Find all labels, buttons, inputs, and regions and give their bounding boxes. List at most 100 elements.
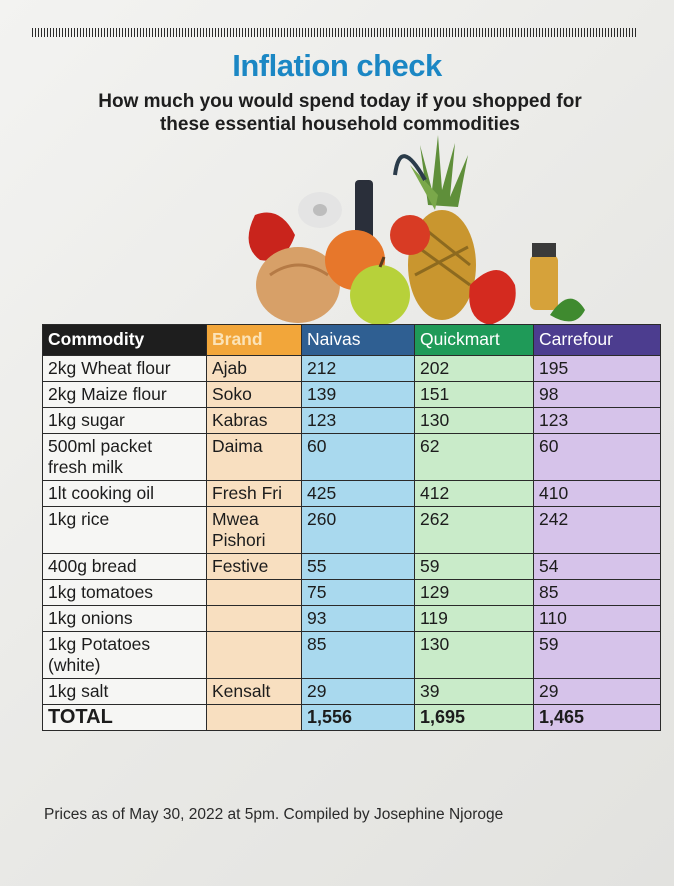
table-row: 2kg Wheat flour Ajab 212 202 195 <box>42 355 661 382</box>
commodity-name: 2kg Wheat flour <box>48 358 171 378</box>
carrefour-price: 29 <box>533 678 661 705</box>
table-row: 400g bread Festive 55 59 54 <box>42 553 661 580</box>
commodity-cell: 400g bread <box>42 553 207 580</box>
total-quickmart: 1,695 <box>414 704 534 731</box>
quickmart-price: 262 <box>414 506 534 554</box>
quickmart-price: 129 <box>414 579 534 606</box>
table-row: 1kg tomatoes 75 129 85 <box>42 579 661 606</box>
brand-name: Ajab <box>212 358 248 378</box>
commodity-cell: 2kg Wheat flour <box>42 355 207 382</box>
quickmart-price: 412 <box>414 480 534 507</box>
carrefour-price: 195 <box>533 355 661 382</box>
top-divider <box>32 28 636 37</box>
brand-cell: Kensalt <box>206 678 302 705</box>
carrefour-price: 123 <box>533 407 661 434</box>
table-row: 1kg sugar Kabras 123 130 123 <box>42 407 661 434</box>
commodity-name: 400g bread <box>48 556 137 576</box>
brand-name: Fresh Fri <box>212 483 282 503</box>
brand-name: Kabras <box>212 410 268 430</box>
table-body: 2kg Wheat flour Ajab 212 202 195 2kg Maize fl… <box>42 355 661 705</box>
price-table: Commodity Brand Naivas Quickmart Carrefo… <box>42 324 661 731</box>
commodity-cell: 1kg Potatoes (white) <box>42 631 207 679</box>
total-label: TOTAL <box>42 704 207 731</box>
table-row: 2kg Maize flour Soko 139 151 98 <box>42 381 661 408</box>
commodity-cell: 1kg tomatoes <box>42 579 207 606</box>
brand-cell <box>206 579 302 606</box>
table-row: 1kg onions 93 119 110 <box>42 605 661 632</box>
grocery-illustration <box>248 135 585 325</box>
subtitle: How much you would spend today if you sh… <box>20 90 660 136</box>
total-row: TOTAL 1,556 1,695 1,465 <box>42 704 661 731</box>
brand-name: Festive <box>212 556 269 576</box>
total-carrefour: 1,465 <box>533 704 661 731</box>
table-row: 1kg rice Mwea Pishori 260 262 242 <box>42 506 661 554</box>
brand-name: Soko <box>212 384 252 404</box>
commodity-cell: 1lt cooking oil <box>42 480 207 507</box>
naivas-price: 425 <box>301 480 415 507</box>
quickmart-price: 151 <box>414 381 534 408</box>
quickmart-price: 62 <box>414 433 534 481</box>
brand-cell <box>206 631 302 679</box>
total-naivas: 1,556 <box>301 704 415 731</box>
header-carrefour: Carrefour <box>533 324 661 356</box>
commodity-name: 1kg Potatoes <box>48 634 151 654</box>
commodity-cell: 1kg onions <box>42 605 207 632</box>
brand-cell: Soko <box>206 381 302 408</box>
commodity-name: 1kg tomatoes <box>48 582 154 602</box>
commodity-name: 1kg salt <box>48 681 109 701</box>
table-row: 1kg Potatoes (white) 85 130 59 <box>42 631 661 679</box>
naivas-price: 93 <box>301 605 415 632</box>
naivas-price: 212 <box>301 355 415 382</box>
commodity-name: 500ml packet <box>48 436 153 456</box>
table-row: 1kg salt Kensalt 29 39 29 <box>42 678 661 705</box>
commodity-cell: 2kg Maize flour <box>42 381 207 408</box>
commodity-name: 1kg rice <box>48 509 110 529</box>
carrefour-price: 60 <box>533 433 661 481</box>
carrefour-price: 410 <box>533 480 661 507</box>
commodity-name: 1kg onions <box>48 608 133 628</box>
commodity-cell: 500ml packet fresh milk <box>42 433 207 481</box>
commodity-name: fresh milk <box>48 457 123 477</box>
subtitle-line: these essential household commodities <box>159 114 521 135</box>
quickmart-price: 130 <box>414 631 534 679</box>
brand-name: Kensalt <box>212 681 271 701</box>
header-commodity: Commodity <box>42 324 207 356</box>
brand-cell: Ajab <box>206 355 302 382</box>
commodity-name: 2kg Maize flour <box>48 384 167 404</box>
carrefour-price: 59 <box>533 631 661 679</box>
naivas-price: 60 <box>301 433 415 481</box>
brand-name: Daima <box>212 436 263 456</box>
carrefour-price: 98 <box>533 381 661 408</box>
table-header-row: Commodity Brand Naivas Quickmart Carrefo… <box>42 324 661 356</box>
quickmart-price: 119 <box>414 605 534 632</box>
brand-cell: Daima <box>206 433 302 481</box>
footnote: Prices as of May 30, 2022 at 5pm. Compil… <box>44 806 504 823</box>
commodity-cell: 1kg salt <box>42 678 207 705</box>
quickmart-price: 59 <box>414 553 534 580</box>
header-quickmart: Quickmart <box>414 324 534 356</box>
table-row: 500ml packet fresh milk Daima 60 62 60 <box>42 433 661 481</box>
subtitle-line: How much you would spend today if you sh… <box>98 91 582 112</box>
brand-cell: Mwea Pishori <box>206 506 302 554</box>
quickmart-price: 130 <box>414 407 534 434</box>
carrefour-price: 54 <box>533 553 661 580</box>
commodity-cell: 1kg rice <box>42 506 207 554</box>
header-brand: Brand <box>206 324 302 356</box>
naivas-price: 139 <box>301 381 415 408</box>
brand-cell: Fresh Fri <box>206 480 302 507</box>
brand-cell <box>206 605 302 632</box>
naivas-price: 75 <box>301 579 415 606</box>
table-row: 1lt cooking oil Fresh Fri 425 412 410 <box>42 480 661 507</box>
brand-name: Pishori <box>212 530 266 550</box>
naivas-price: 260 <box>301 506 415 554</box>
commodity-name: (white) <box>48 655 101 675</box>
commodity-name: 1kg sugar <box>48 410 125 430</box>
header-naivas: Naivas <box>301 324 415 356</box>
commodity-cell: 1kg sugar <box>42 407 207 434</box>
brand-cell: Kabras <box>206 407 302 434</box>
naivas-price: 123 <box>301 407 415 434</box>
naivas-price: 29 <box>301 678 415 705</box>
quickmart-price: 39 <box>414 678 534 705</box>
naivas-price: 85 <box>301 631 415 679</box>
